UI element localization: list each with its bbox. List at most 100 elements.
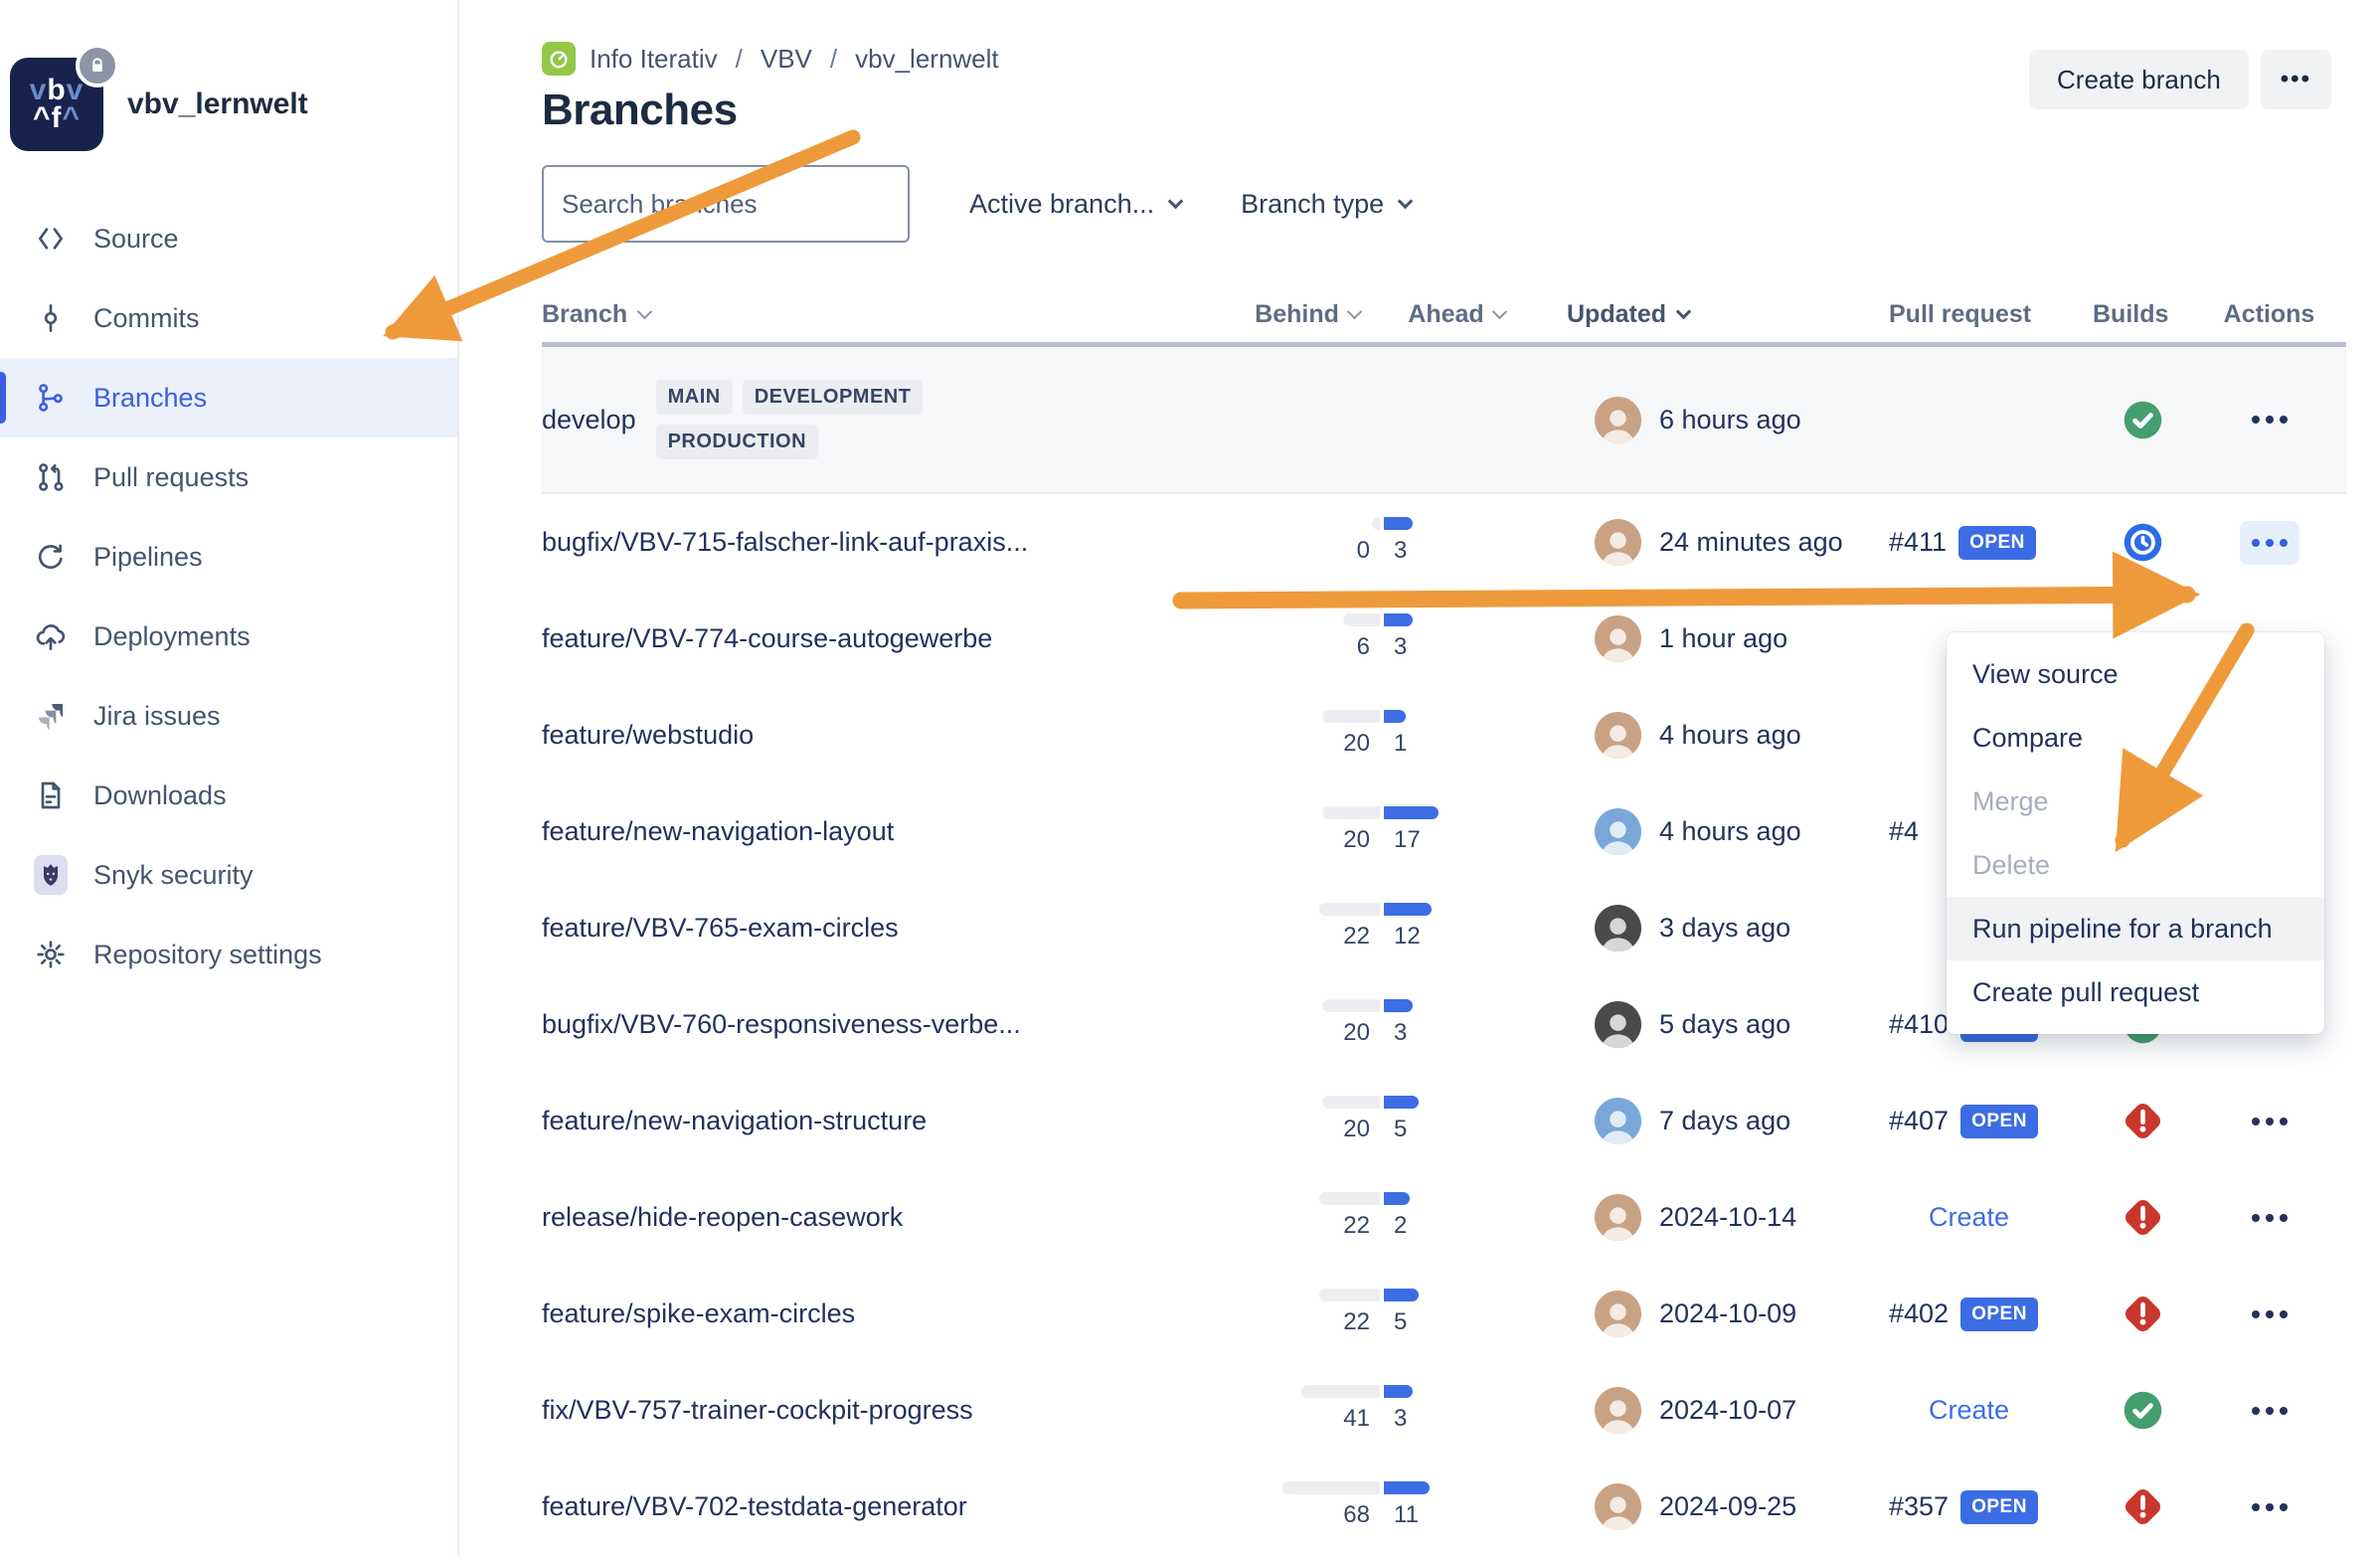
row-actions-button[interactable] xyxy=(2240,1196,2299,1240)
chevron-down-icon xyxy=(1491,303,1507,319)
sidebar-item-repository-settings[interactable]: Repository settings xyxy=(0,915,457,994)
source-icon xyxy=(34,222,68,256)
pull-request-number[interactable]: #411 xyxy=(1889,527,1948,557)
menu-item-view-source[interactable]: View source xyxy=(1972,658,2119,689)
pull-request-number[interactable]: #357 xyxy=(1889,1491,1950,1521)
pipelines-icon xyxy=(34,540,68,574)
breadcrumb-link-1[interactable]: Info Iterativ xyxy=(590,43,718,74)
sidebar-item-snyk-security[interactable]: Snyk security xyxy=(0,835,457,915)
branches-icon xyxy=(34,381,68,415)
row-actions-button[interactable] xyxy=(2239,520,2299,565)
sidebar-item-label: Snyk security xyxy=(93,859,254,890)
project-avatar-icon[interactable] xyxy=(542,42,576,76)
branch-link[interactable]: develop xyxy=(542,404,636,434)
ahead-count: 3 xyxy=(1394,1018,1408,1046)
sidebar-item-commits[interactable]: Commits xyxy=(0,278,457,358)
build-success-icon[interactable] xyxy=(2121,1388,2165,1433)
create-pull-request-link[interactable]: Create xyxy=(1929,1202,2010,1232)
ahead-count: 12 xyxy=(1394,922,1421,950)
row-actions-button[interactable] xyxy=(2240,398,2299,441)
sidebar-item-label: Pipelines xyxy=(93,541,203,572)
settings-icon xyxy=(34,938,68,971)
row-actions-button[interactable] xyxy=(2240,1485,2299,1529)
behind-count: 0 xyxy=(1356,536,1370,564)
breadcrumb-link-2[interactable]: VBV xyxy=(760,43,812,74)
branch-link[interactable]: feature/VBV-774-course-autogewerbe xyxy=(542,623,993,653)
row-actions-button[interactable] xyxy=(2240,1293,2299,1336)
sidebar-item-jira-issues[interactable]: Jira issues xyxy=(0,676,457,756)
avatar xyxy=(1595,1291,1641,1337)
branch-link[interactable]: feature/spike-exam-circles xyxy=(542,1298,856,1328)
pull-request-cell: #4 xyxy=(1889,816,2093,847)
build-failed-icon[interactable] xyxy=(2120,1483,2166,1530)
pull-request-number[interactable]: #402 xyxy=(1889,1298,1950,1328)
sidebar-item-downloads[interactable]: Downloads xyxy=(0,756,457,835)
ahead-count: 3 xyxy=(1394,536,1408,564)
table-header-row: Branch Behind Ahead Updated Pull request… xyxy=(542,286,2346,342)
breadcrumb-separator: / xyxy=(829,43,838,74)
updated-text: 4 hours ago xyxy=(1659,816,1801,846)
row-actions-button[interactable] xyxy=(2240,1389,2299,1433)
column-header-updated[interactable]: Updated xyxy=(1531,300,1889,329)
sidebar-item-branches[interactable]: Branches xyxy=(0,358,457,437)
create-branch-button[interactable]: Create branch xyxy=(2029,50,2249,109)
pull-request-number[interactable]: #4 xyxy=(1889,816,1920,846)
active-branches-dropdown[interactable]: Active branch... xyxy=(969,189,1184,220)
breadcrumb-link-3[interactable]: vbv_lernwelt xyxy=(855,43,999,74)
search-branches-input[interactable] xyxy=(562,188,895,220)
branch-type-dropdown[interactable]: Branch type xyxy=(1241,188,1414,220)
column-header-behind-ahead: Behind Ahead xyxy=(1233,300,1531,329)
build-failed-icon[interactable] xyxy=(2120,1194,2166,1241)
updated-cell: 4 hours ago xyxy=(1531,808,1889,855)
branch-link[interactable]: feature/new-navigation-layout xyxy=(542,816,895,846)
column-header-behind[interactable]: Behind xyxy=(1233,300,1382,329)
build-failed-icon[interactable] xyxy=(2120,1291,2166,1337)
sidebar-item-label: Pull requests xyxy=(93,461,250,492)
branch-type-dropdown-label: Branch type xyxy=(1241,188,1385,219)
page-more-button[interactable]: ••• xyxy=(2260,50,2331,109)
sidebar-item-pipelines[interactable]: Pipelines xyxy=(0,517,457,597)
repo-name[interactable]: vbv_lernwelt xyxy=(127,87,308,120)
column-header-ahead[interactable]: Ahead xyxy=(1382,300,1531,329)
column-header-branch[interactable]: Branch xyxy=(542,300,1233,329)
branch-badges: MAIN DEVELOPMENT PRODUCTION xyxy=(655,380,964,459)
branch-link[interactable]: release/hide-reopen-casework xyxy=(542,1202,904,1232)
pull-request-cell: Create xyxy=(1889,1202,2093,1233)
branch-link[interactable]: feature/webstudio xyxy=(542,720,755,750)
branch-link[interactable]: feature/VBV-702-testdata-generator xyxy=(542,1491,967,1521)
avatar xyxy=(1595,1194,1641,1241)
branch-row: bugfix/VBV-715-falscher-link-auf-praxis.… xyxy=(542,494,2346,591)
ahead-count: 17 xyxy=(1394,825,1421,853)
build-in-progress-icon[interactable] xyxy=(2121,520,2165,565)
behind-count: 20 xyxy=(1343,1115,1370,1142)
sidebar-item-deployments[interactable]: Deployments xyxy=(0,597,457,676)
build-success-icon[interactable] xyxy=(2121,398,2165,442)
build-failed-icon[interactable] xyxy=(2120,1098,2166,1144)
page-title: Branches xyxy=(542,86,738,134)
branch-link[interactable]: feature/new-navigation-structure xyxy=(542,1106,928,1135)
pull-request-number[interactable]: #410 xyxy=(1889,1009,1950,1039)
sidebar-item-label: Repository settings xyxy=(93,939,322,969)
pull-request-status-badge: OPEN xyxy=(1960,1104,2038,1138)
menu-item-create-pull-request[interactable]: Create pull request xyxy=(1972,976,2200,1007)
create-pull-request-link[interactable]: Create xyxy=(1929,1395,2010,1425)
menu-item-delete: Delete xyxy=(1972,849,2051,880)
branch-link[interactable]: feature/VBV-765-exam-circles xyxy=(542,913,899,943)
behind-ahead-graph: 20 5 xyxy=(1233,1094,1531,1149)
branch-link[interactable]: bugfix/VBV-715-falscher-link-auf-praxis.… xyxy=(542,527,1029,557)
builds-cell xyxy=(2093,398,2192,442)
commits-icon xyxy=(34,301,68,335)
sidebar-item-label: Branches xyxy=(93,382,208,413)
breadcrumb: Info Iterativ / VBV / vbv_lernwelt xyxy=(542,42,2380,76)
branch-link[interactable]: fix/VBV-757-trainer-cockpit-progress xyxy=(542,1395,973,1425)
ahead-count: 5 xyxy=(1394,1307,1408,1335)
pull-request-number[interactable]: #407 xyxy=(1889,1106,1950,1135)
sidebar-item-source[interactable]: Source xyxy=(0,199,457,278)
sidebar-item-pull-requests[interactable]: Pull requests xyxy=(0,437,457,517)
builds-cell xyxy=(2093,1483,2192,1530)
menu-item-compare[interactable]: Compare xyxy=(1972,722,2084,753)
branch-row: feature/new-navigation-layout 20 17 4 ho… xyxy=(542,783,2346,880)
branch-link[interactable]: bugfix/VBV-760-responsiveness-verbe... xyxy=(542,1009,1021,1039)
menu-item-run-pipeline-for-a-branch[interactable]: Run pipeline for a branch xyxy=(1947,897,2324,960)
row-actions-button[interactable] xyxy=(2240,1100,2299,1143)
